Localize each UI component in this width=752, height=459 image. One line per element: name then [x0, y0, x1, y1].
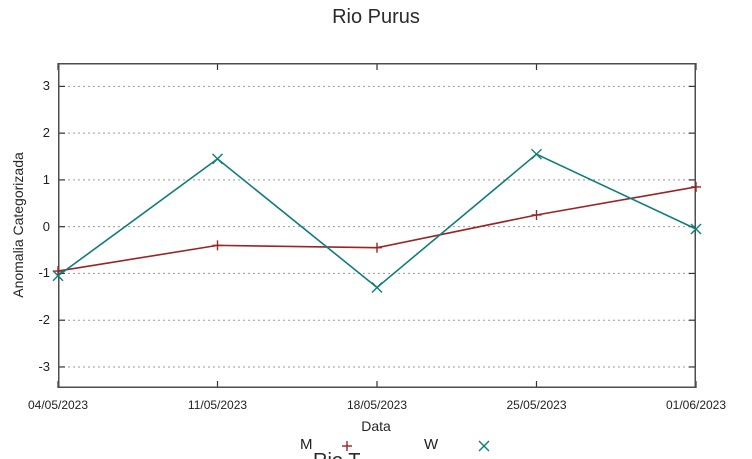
y-tick-label: -3: [38, 358, 50, 374]
y-tick-label: 3: [42, 78, 50, 94]
series-line-W: [57, 153, 697, 289]
data-point-marker-cross: [371, 281, 383, 293]
plot-border: [58, 63, 696, 388]
plot-area: [52, 63, 702, 388]
legend-marker-cross-icon: [477, 439, 491, 453]
legend-label-M: M: [300, 436, 313, 453]
data-point-marker-cross: [531, 148, 542, 160]
x-tick-label: 04/05/2023: [27, 398, 89, 412]
y-tick-label: 1: [42, 171, 50, 187]
x-tick-label: 18/05/2023: [346, 398, 408, 412]
series-line-M: [57, 186, 697, 272]
y-tick-label: -2: [38, 312, 50, 328]
data-point-marker-cross: [478, 440, 490, 452]
data-point-marker-cross: [212, 153, 223, 165]
next-chart-title-partial: Rio T: [313, 450, 360, 459]
legend-marker-canvas: [478, 440, 490, 452]
chart-title: Rio Purus: [332, 6, 420, 28]
x-tick-label: 11/05/2023: [187, 398, 248, 412]
x-axis-label: Data: [361, 418, 391, 434]
x-tick-label: 01/06/2023: [665, 398, 727, 412]
y-tick-label: -1: [38, 265, 50, 281]
legend-marker-plus-icon: [340, 439, 354, 453]
y-tick-label: 2: [42, 125, 50, 141]
data-point-marker-cross: [52, 270, 64, 282]
x-tick-label: 25/05/2023: [506, 398, 567, 412]
plot-canvas: [52, 63, 702, 388]
legend-label-W: W: [424, 436, 439, 453]
legend-marker-canvas: [342, 441, 352, 451]
data-point-marker-cross: [690, 223, 702, 235]
y-tick-label: 0: [42, 218, 50, 234]
